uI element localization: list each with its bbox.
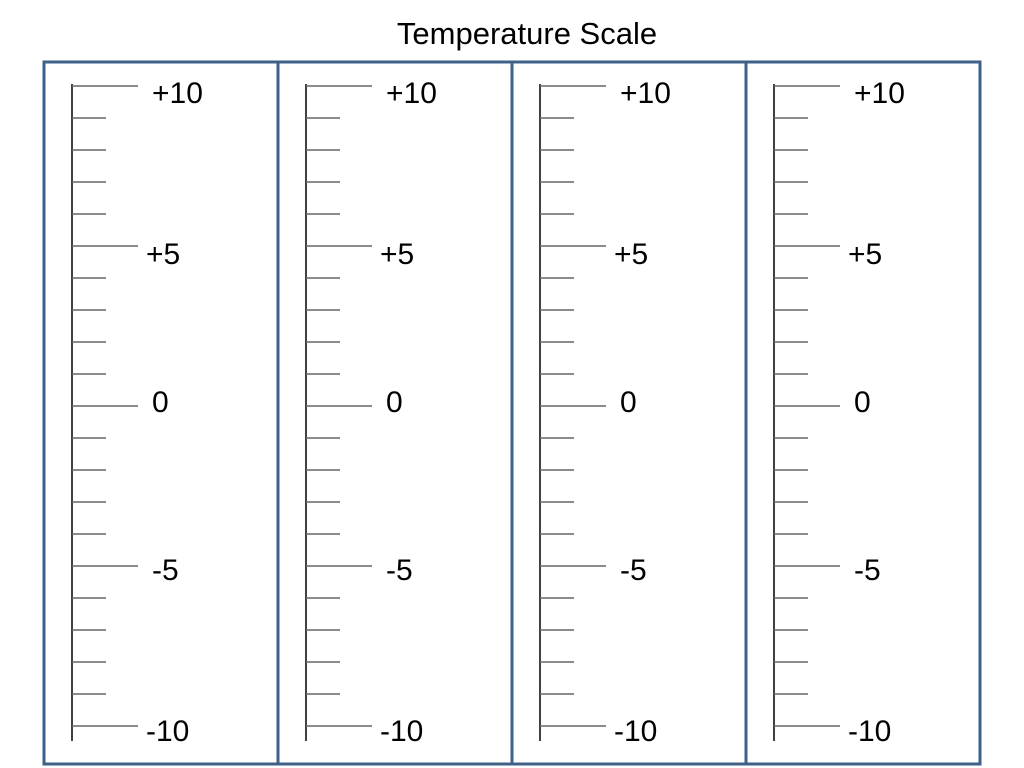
scale-label: +10 bbox=[386, 77, 437, 110]
scale-label: +5 bbox=[146, 238, 180, 271]
scale-label: +10 bbox=[854, 77, 905, 110]
scale-label: -5 bbox=[854, 554, 881, 587]
scale-label: 0 bbox=[386, 386, 403, 419]
scale-label: +10 bbox=[152, 77, 203, 110]
scale-label: +10 bbox=[620, 77, 671, 110]
scale-label: -10 bbox=[380, 715, 423, 748]
scale-label: -5 bbox=[386, 554, 413, 587]
scale-label: -10 bbox=[848, 715, 891, 748]
scale-label: -10 bbox=[146, 715, 189, 748]
scale-label: -5 bbox=[620, 554, 647, 587]
scale-panel bbox=[744, 60, 982, 766]
scale-label: +5 bbox=[614, 238, 648, 271]
scale-label: +5 bbox=[848, 238, 882, 271]
scale-label: 0 bbox=[854, 386, 871, 419]
scale-label: +5 bbox=[380, 238, 414, 271]
title: Temperature Scale bbox=[397, 16, 657, 51]
scale-label: 0 bbox=[620, 386, 637, 419]
scale-label: -5 bbox=[152, 554, 179, 587]
scale-label: -10 bbox=[614, 715, 657, 748]
scale-label: 0 bbox=[152, 386, 169, 419]
